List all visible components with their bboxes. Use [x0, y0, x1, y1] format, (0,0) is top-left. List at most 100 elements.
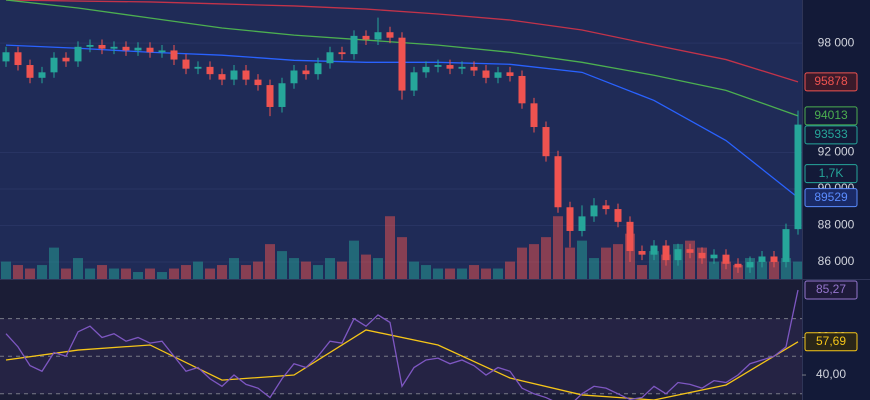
candle-body: [782, 229, 790, 262]
candle-body: [626, 221, 634, 252]
price-badge-label: 57,69: [816, 334, 846, 348]
candle-body: [206, 66, 214, 75]
rsi-plot: [0, 289, 802, 400]
price-badge-label: 89529: [814, 190, 848, 204]
candle-body: [410, 72, 418, 91]
candle-body: [314, 63, 322, 75]
rsi-tick-label: 40,00: [816, 367, 846, 381]
candle-body: [146, 47, 154, 53]
volume-bar: [241, 265, 251, 279]
price-badge-label: 95878: [814, 74, 848, 88]
volume-bar: [61, 268, 71, 279]
price-badge: [804, 332, 858, 352]
candle-body: [158, 50, 166, 53]
candle-body: [446, 65, 454, 69]
volume-bar: [361, 254, 371, 279]
candle-body: [14, 52, 22, 66]
candle-body: [242, 70, 250, 80]
y-tick-label: 98 000: [818, 35, 855, 49]
candle-body: [590, 205, 598, 217]
volume-bar: [301, 261, 311, 279]
volume-bar: [481, 268, 491, 279]
y-tick-label: 86 000: [818, 254, 855, 268]
candle-body: [2, 52, 10, 62]
volume-bar: [337, 261, 347, 279]
candle-body: [698, 252, 706, 259]
candle-body: [614, 209, 622, 222]
price-badge: [804, 188, 858, 208]
candle-body: [674, 249, 682, 261]
candle-body: [182, 59, 190, 69]
candle-body: [566, 207, 574, 231]
volume-bar: [517, 247, 527, 279]
candle-body: [338, 52, 346, 55]
candle-body: [554, 156, 562, 208]
volume-bar: [661, 254, 671, 279]
candle-body: [350, 35, 358, 55]
volume-bar: [13, 265, 23, 279]
volume-bar: [277, 251, 287, 279]
volume-bar: [613, 244, 623, 279]
volume-bar: [289, 258, 299, 279]
volume-bar: [553, 216, 563, 279]
candle-body: [638, 251, 646, 255]
volume-bar: [349, 240, 359, 279]
volume-bar: [601, 247, 611, 279]
volume-bar: [541, 237, 551, 279]
candle-body: [254, 79, 262, 86]
candle-body: [722, 254, 730, 264]
candle-body: [374, 32, 382, 40]
volume-bar: [373, 258, 383, 279]
candle-body: [578, 216, 586, 231]
candle-body: [386, 32, 394, 38]
volume-bar: [577, 240, 587, 279]
candle-body: [662, 245, 670, 261]
price-badge-label: 1,7K: [819, 166, 844, 180]
volume-bar: [157, 272, 167, 279]
candle-body: [302, 70, 310, 75]
candle-body: [86, 44, 94, 47]
volume-bar: [205, 268, 215, 279]
candle-body: [770, 256, 778, 262]
candle-body: [482, 70, 490, 78]
candle-body: [794, 124, 802, 230]
volume-bar: [469, 265, 479, 279]
volume-bar: [73, 258, 83, 279]
candle-body: [194, 66, 202, 69]
candle-body: [26, 65, 34, 78]
volume-bar: [709, 261, 719, 279]
volume-bar: [781, 258, 791, 279]
candle-body: [218, 74, 226, 80]
candle-body: [686, 249, 694, 253]
candle-body: [122, 46, 130, 51]
candle-body: [422, 66, 430, 73]
volume-bar: [97, 265, 107, 279]
candle-body: [602, 205, 610, 210]
candle-body: [398, 37, 406, 91]
volume-bar: [793, 261, 802, 279]
price-badge-label: 93533: [814, 127, 848, 141]
volume-bar: [133, 272, 143, 279]
candle-body: [62, 57, 70, 62]
candle-body: [170, 50, 178, 60]
candle-body: [74, 46, 82, 62]
candle-body: [38, 72, 46, 78]
volume-bar: [85, 268, 95, 279]
volume-bar: [589, 258, 599, 279]
volume-bar: [265, 244, 275, 279]
volume-bar: [385, 216, 395, 279]
candle-body: [650, 245, 658, 255]
price-badge-label: 94013: [814, 108, 848, 122]
volume-bar: [685, 240, 695, 279]
candle-body: [458, 66, 466, 69]
candle-body: [758, 256, 766, 262]
volume-bar: [217, 265, 227, 279]
price-badge: [804, 72, 858, 92]
volume-bar: [757, 261, 767, 279]
candle-body: [542, 127, 550, 157]
volume-bar: [397, 237, 407, 279]
rsi-line: [5, 289, 799, 400]
volume-bar: [145, 268, 155, 279]
